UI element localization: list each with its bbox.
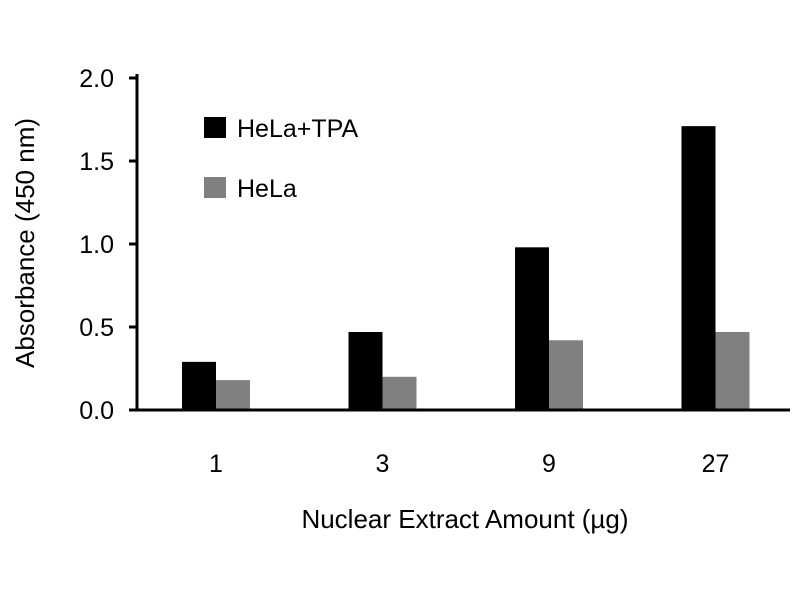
x-tick-label: 9 <box>542 450 556 478</box>
bar-hela-tpa-9 <box>515 247 549 410</box>
bar-hela-9 <box>549 340 583 410</box>
bar-hela-27 <box>715 331 750 410</box>
legend-swatch-hela-tpa <box>204 117 226 138</box>
x-tick-label: 3 <box>376 450 390 478</box>
legend-label-hela-tpa: HeLa+TPA <box>237 115 358 143</box>
bar-hela-tpa-27 <box>681 126 716 410</box>
y-tick-label: 0.5 <box>79 314 114 342</box>
y-tick-label: 0.0 <box>79 397 114 425</box>
legend-swatch-hela <box>204 177 226 198</box>
legend-label-hela: HeLa <box>237 175 297 203</box>
y-tick-label: 2.0 <box>79 65 114 93</box>
legend: HeLa+TPA HeLa <box>204 115 358 203</box>
y-tick-label: 1.5 <box>79 148 114 176</box>
x-tick-label: 1 <box>209 450 223 478</box>
x-tick-label: 27 <box>702 450 730 478</box>
x-axis-label: Nuclear Extract Amount (µg) <box>301 504 628 534</box>
y-tick-label: 1.0 <box>79 231 114 259</box>
bar-hela-1 <box>216 380 250 410</box>
y-axis-label: Absorbance (450 nm) <box>10 118 40 368</box>
bar-hela-tpa-1 <box>182 361 216 410</box>
bar-hela-3 <box>382 376 417 410</box>
bar-hela-tpa-3 <box>348 331 383 410</box>
